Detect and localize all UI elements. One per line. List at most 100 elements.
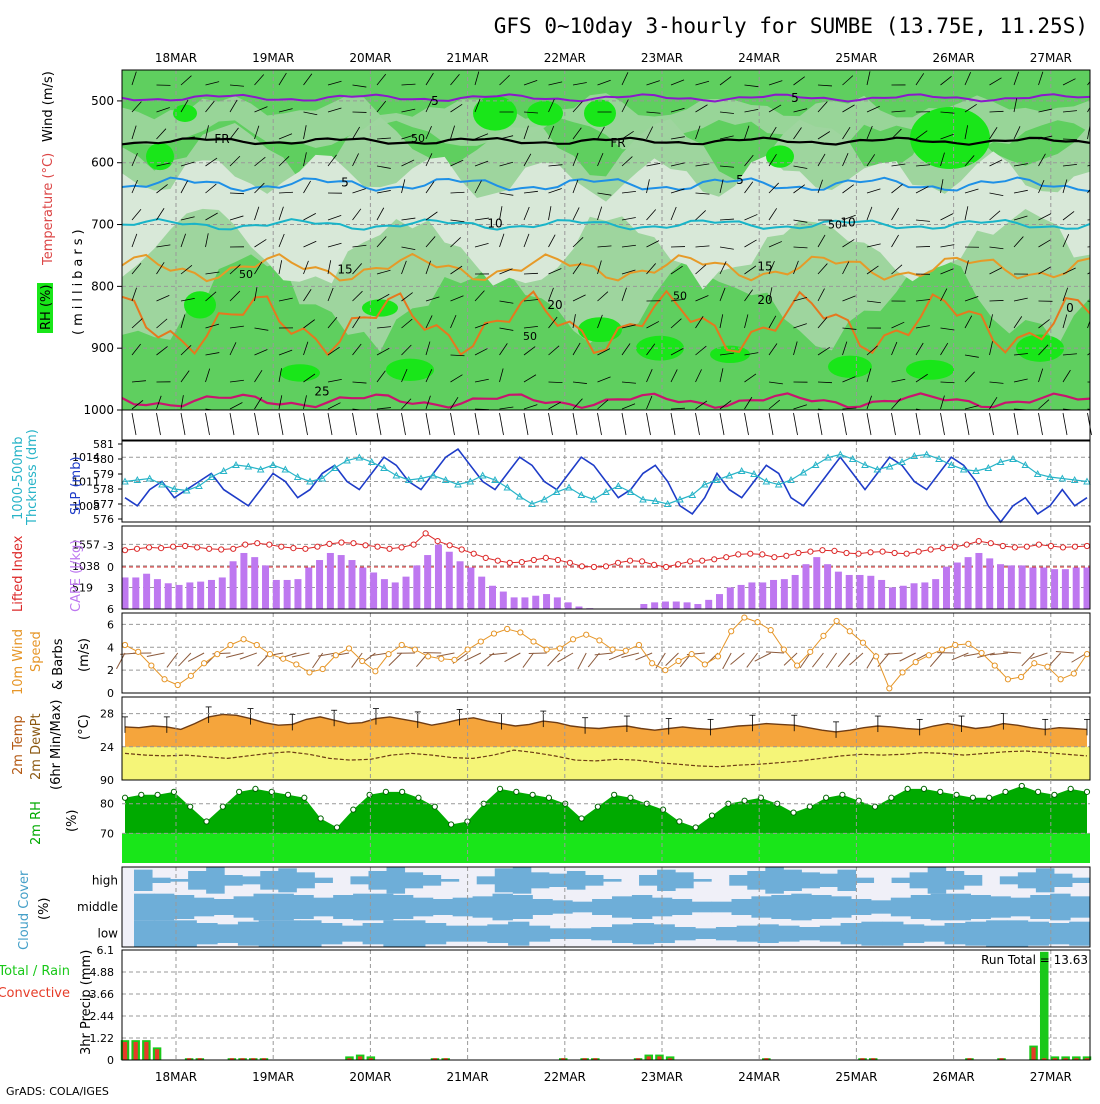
cloud-bar-high (152, 878, 171, 883)
li-marker (447, 543, 452, 548)
cloud-bar-high (567, 871, 586, 890)
precip-conv-bar (358, 1056, 362, 1060)
rh2m-marker (334, 825, 339, 830)
cape-bar (835, 572, 842, 609)
cloud-bar-low (155, 920, 176, 947)
cape-bar (889, 587, 896, 609)
cloud-bar-low (342, 926, 363, 942)
wind-speed-marker (900, 670, 905, 675)
wind-speed-marker (452, 657, 457, 662)
cloud-bar-high (964, 875, 983, 886)
cape-bar (565, 602, 572, 609)
cloud-bar-middle (712, 902, 732, 913)
cloud-bar-low (1028, 922, 1049, 946)
wind-speed-marker (1071, 671, 1076, 676)
rh2m-marker (497, 786, 502, 791)
cloud-level-label: middle (77, 900, 118, 914)
cape-bar (511, 597, 518, 609)
cape-bar (651, 602, 658, 609)
wind-speed-marker (149, 663, 154, 668)
li-marker (784, 553, 789, 558)
surface-wind-barb (941, 413, 945, 435)
precip-label-a: Total / Rain (0, 964, 70, 979)
wind-barb (157, 428, 169, 436)
cape-bar (1062, 569, 1069, 609)
wind-speed-marker (491, 631, 496, 636)
wind-speed-marker (992, 663, 997, 668)
cloud-bar-low (529, 926, 550, 942)
rh-blob (906, 360, 954, 380)
cloud-bar-middle (692, 902, 712, 913)
surface-wind-barb (1014, 413, 1018, 435)
wind-speed-marker (584, 632, 589, 637)
contour-label: 25 (314, 384, 329, 398)
precip-label-b: Convective (0, 986, 70, 1001)
wind-speed-marker (544, 647, 549, 652)
cape-bar (446, 552, 453, 609)
thickness-tick-label: 576 (93, 513, 114, 526)
cloud-bar-low (591, 927, 612, 940)
precip-conv-bar (657, 1056, 661, 1060)
wind-barb (255, 436, 269, 438)
temp2m-label-c: (6hr Min/Max) (49, 700, 64, 790)
li-marker (375, 544, 380, 549)
pressure-tick-label: 500 (91, 94, 114, 108)
rh2m-marker (1052, 792, 1057, 797)
wind-barb (696, 427, 706, 436)
cloud-bar-high (423, 875, 442, 886)
wind10-label-b: Speed (29, 631, 44, 672)
cape-bar (857, 575, 864, 609)
contour-label: 5 (736, 173, 744, 187)
cloud-bar-middle (134, 894, 154, 921)
cape-bar (738, 585, 745, 609)
cape-bar (1051, 569, 1058, 609)
rh-blob (386, 359, 434, 381)
wind-speed-marker (399, 642, 404, 647)
cloud-bar-high (368, 871, 387, 890)
surface-wind-barb (402, 413, 406, 435)
rh2m-marker (742, 798, 747, 803)
cloud-bar-middle (393, 895, 413, 919)
wind-speed-marker (847, 629, 852, 634)
li-marker (844, 550, 849, 555)
cape-bar (305, 568, 312, 610)
surface-wind-barb (328, 413, 332, 435)
wind-tick-label: 2 (107, 664, 114, 677)
rh-blob (184, 291, 216, 318)
cloud-bar-middle (313, 898, 333, 917)
surface-wind-barb (622, 413, 626, 435)
li-marker (796, 550, 801, 555)
cloud-bar-high (1054, 874, 1073, 887)
cloud-bar-low (737, 926, 758, 942)
rh2m-marker (188, 804, 193, 809)
li-marker (868, 550, 873, 555)
wind-speed-marker (650, 661, 655, 666)
cloud-bar-low (217, 924, 238, 943)
li-marker (603, 564, 608, 569)
wind-speed-marker (926, 653, 931, 658)
wind-speed-marker (215, 652, 220, 657)
cape-bar (338, 555, 345, 609)
wind-speed-marker (346, 646, 351, 651)
wind-speed-marker (623, 648, 628, 653)
pressure-tick-label: 900 (91, 341, 114, 355)
cape-bar (684, 602, 691, 609)
run-total-label: Run Total = 13.63 (981, 953, 1088, 967)
rh2m-marker (612, 792, 617, 797)
cloud-bar-low (259, 920, 280, 947)
cape-bar (230, 561, 237, 609)
rh2m-marker (318, 816, 323, 821)
rh-blob (828, 356, 872, 378)
wind10-label-c: & Barbs (51, 638, 66, 690)
cloud-bar-low (945, 923, 966, 944)
cape-bar (413, 565, 420, 609)
wind-speed-marker (794, 663, 799, 668)
cape-bar (943, 567, 950, 609)
li-marker (964, 542, 969, 547)
wind-barb (328, 434, 342, 436)
cloud-bar-low (861, 922, 882, 946)
cloud-bar-low (1069, 922, 1090, 946)
cloud-bar-middle (293, 895, 313, 919)
